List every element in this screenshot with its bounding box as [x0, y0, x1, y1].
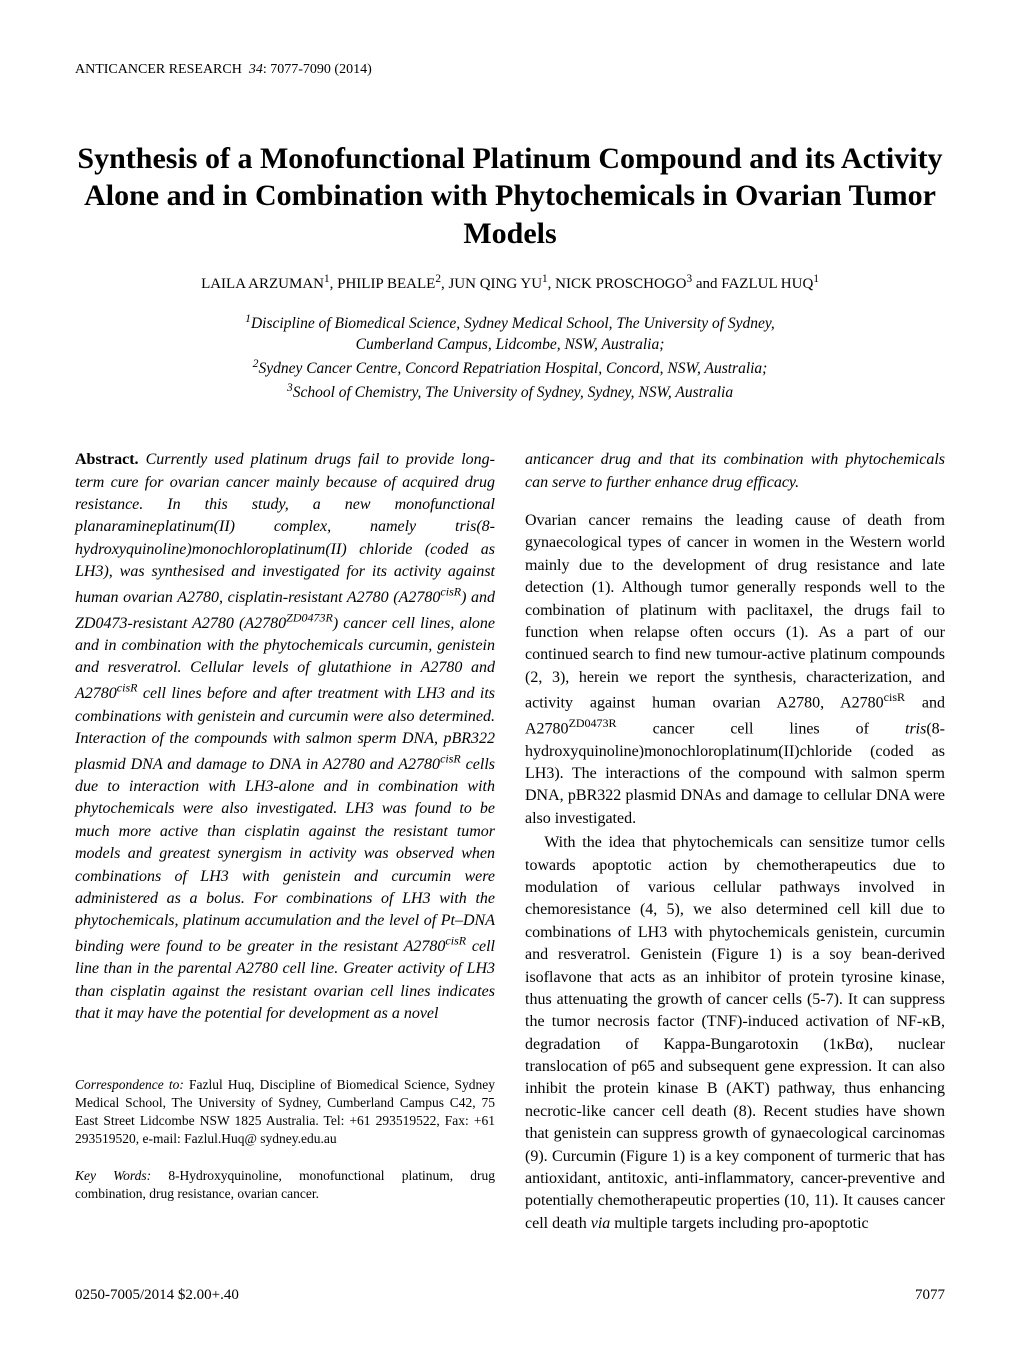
left-column: Abstract. Currently used platinum drugs …	[75, 449, 495, 1235]
abstract-continuation: anticancer drug and that its combination…	[525, 449, 945, 494]
correspondence-label: Correspondence to:	[75, 1077, 184, 1092]
abstract-block: Abstract. Currently used platinum drugs …	[75, 449, 495, 1025]
authors-list: LAILA ARZUMAN1, PHILIP BEALE2, JUN QING …	[75, 272, 945, 295]
keywords-label: Key Words:	[75, 1168, 151, 1183]
footer-page-number: 7077	[915, 1285, 945, 1306]
article-title: Synthesis of a Monofunctional Platinum C…	[75, 140, 945, 253]
pages: : 7077-7090 (2014)	[263, 62, 372, 77]
footer-left: 0250-7005/2014 $2.00+.40	[75, 1285, 239, 1306]
right-column: anticancer drug and that its combination…	[525, 449, 945, 1235]
affiliations: 1Discipline of Biomedical Science, Sydne…	[75, 311, 945, 404]
abstract-label: Abstract.	[75, 451, 139, 468]
intro-paragraph-1: Ovarian cancer remains the leading cause…	[525, 510, 945, 830]
running-header: ANTICANCER RESEARCH 34: 7077-7090 (2014)	[75, 60, 945, 80]
journal-name: ANTICANCER RESEARCH	[75, 62, 242, 77]
intro-paragraph-2: With the idea that phytochemicals can se…	[525, 832, 945, 1235]
volume: 34	[249, 62, 263, 77]
two-column-body: Abstract. Currently used platinum drugs …	[75, 449, 945, 1235]
page-footer: 0250-7005/2014 $2.00+.40 7077	[75, 1285, 945, 1306]
correspondence-block: Correspondence to: Fazlul Huq, Disciplin…	[75, 1076, 495, 1149]
abstract-text: Currently used platinum drugs fail to pr…	[75, 451, 495, 1022]
keywords-block: Key Words: 8-Hydroxyquinoline, monofunct…	[75, 1167, 495, 1203]
